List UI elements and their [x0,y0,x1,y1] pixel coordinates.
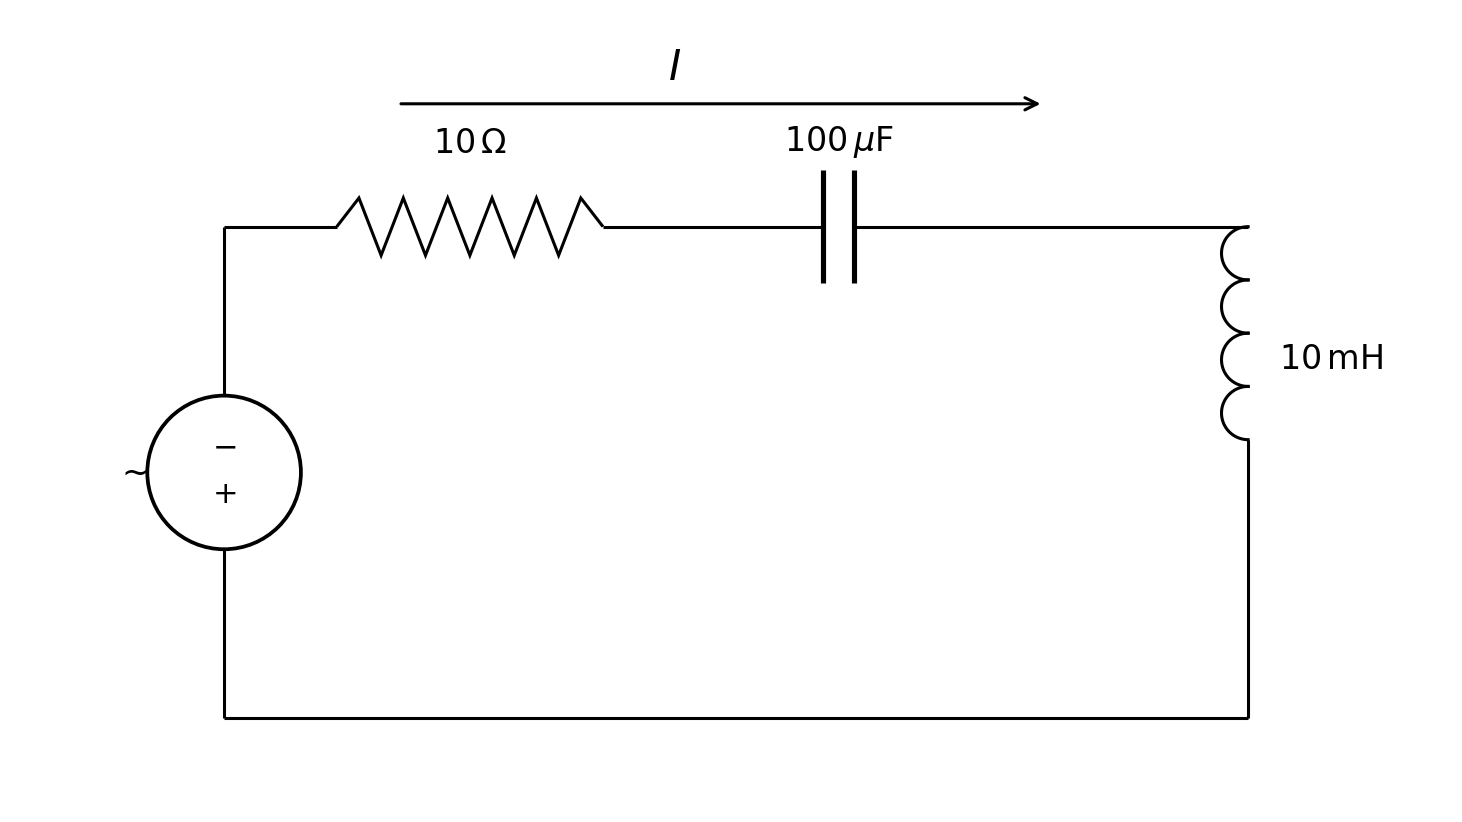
Text: $10\,\Omega$: $10\,\Omega$ [433,127,507,160]
Text: $10\,\mathrm{mH}$: $10\,\mathrm{mH}$ [1279,344,1383,376]
Text: $-$: $-$ [212,432,237,461]
Text: $+$: $+$ [212,481,237,510]
Text: $\sim$: $\sim$ [115,456,149,489]
Text: $I$: $I$ [668,47,681,89]
Text: $100\,\mu\mathrm{F}$: $100\,\mu\mathrm{F}$ [784,124,893,160]
